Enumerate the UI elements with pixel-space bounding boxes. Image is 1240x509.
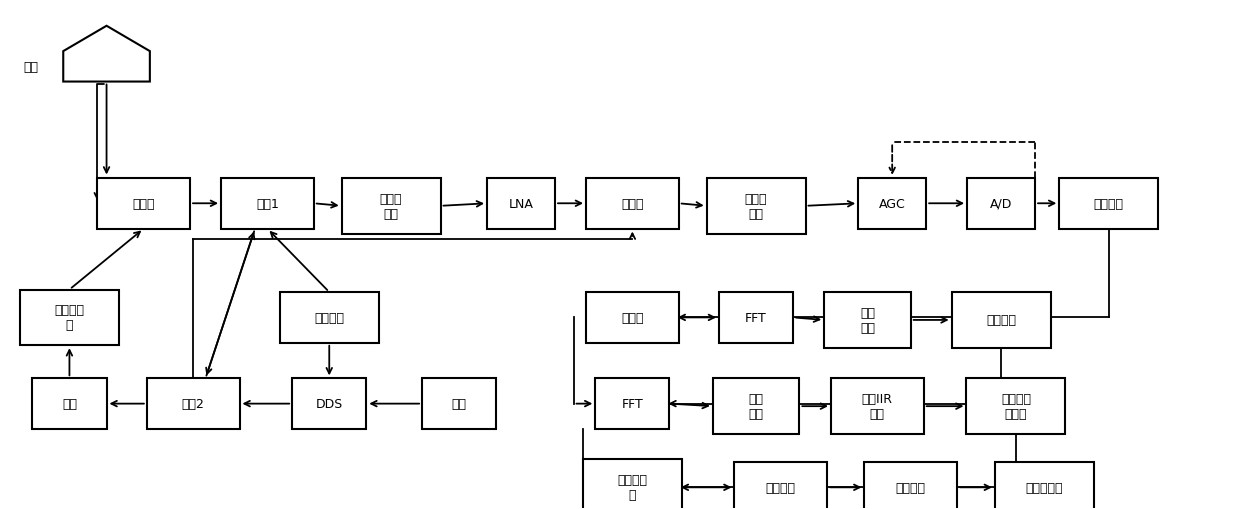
Text: LNA: LNA [508, 197, 533, 210]
FancyBboxPatch shape [967, 179, 1035, 229]
Text: 混频器: 混频器 [621, 197, 644, 210]
Text: 谱矩识别: 谱矩识别 [766, 481, 796, 494]
Text: FFT: FFT [621, 398, 644, 410]
Text: 低通滤
波器: 低通滤 波器 [745, 192, 768, 220]
Text: 环流器: 环流器 [133, 197, 155, 210]
FancyBboxPatch shape [146, 379, 239, 429]
FancyBboxPatch shape [587, 179, 678, 229]
FancyBboxPatch shape [293, 379, 366, 429]
Text: 带通滤
波器: 带通滤 波器 [379, 192, 402, 220]
FancyBboxPatch shape [487, 179, 556, 229]
FancyBboxPatch shape [280, 293, 378, 343]
FancyBboxPatch shape [951, 293, 1050, 348]
FancyBboxPatch shape [32, 379, 107, 429]
Text: 天线: 天线 [24, 61, 38, 74]
Text: 开关2: 开关2 [182, 398, 205, 410]
Text: 开关1: 开关1 [255, 197, 279, 210]
FancyBboxPatch shape [831, 379, 924, 434]
Text: 功放: 功放 [62, 398, 77, 410]
Text: A/D: A/D [990, 197, 1012, 210]
FancyBboxPatch shape [864, 462, 957, 509]
Text: 相干
积累: 相干 积累 [861, 306, 875, 334]
FancyBboxPatch shape [713, 379, 800, 434]
FancyBboxPatch shape [342, 179, 440, 234]
Text: 数字控制: 数字控制 [314, 312, 345, 324]
FancyBboxPatch shape [966, 379, 1065, 434]
FancyBboxPatch shape [221, 179, 314, 229]
FancyBboxPatch shape [595, 379, 670, 429]
FancyBboxPatch shape [858, 179, 926, 229]
Text: DDS: DDS [316, 398, 343, 410]
FancyBboxPatch shape [734, 462, 827, 509]
FancyBboxPatch shape [719, 293, 794, 343]
Text: 数据存储: 数据存储 [895, 481, 926, 494]
Text: 递归IIR
滤波: 递归IIR 滤波 [862, 392, 893, 420]
Text: 点目标识
别算法: 点目标识 别算法 [1001, 392, 1030, 420]
Text: 晶振: 晶振 [451, 398, 466, 410]
FancyBboxPatch shape [707, 179, 806, 234]
Text: 非相干积
累: 非相干积 累 [618, 473, 647, 501]
FancyBboxPatch shape [1059, 179, 1158, 229]
Text: 形成矩阵: 形成矩阵 [986, 314, 1016, 327]
Text: 数字
滤波: 数字 滤波 [749, 392, 764, 420]
Text: 谐波滤波
器: 谐波滤波 器 [55, 304, 84, 332]
FancyBboxPatch shape [994, 462, 1094, 509]
Text: AGC: AGC [879, 197, 905, 210]
FancyBboxPatch shape [422, 379, 496, 429]
Text: FFT: FFT [745, 312, 768, 324]
FancyBboxPatch shape [587, 293, 678, 343]
FancyBboxPatch shape [20, 290, 119, 346]
FancyBboxPatch shape [825, 293, 910, 348]
Polygon shape [63, 26, 150, 82]
FancyBboxPatch shape [583, 460, 682, 509]
Text: 云参数反演: 云参数反演 [1025, 481, 1063, 494]
Text: 混频滤波: 混频滤波 [1094, 197, 1123, 210]
Text: 汉明窗: 汉明窗 [621, 312, 644, 324]
FancyBboxPatch shape [97, 179, 190, 229]
